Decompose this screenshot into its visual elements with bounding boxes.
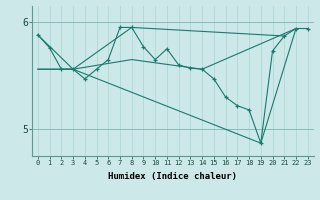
X-axis label: Humidex (Indice chaleur): Humidex (Indice chaleur)	[108, 172, 237, 181]
